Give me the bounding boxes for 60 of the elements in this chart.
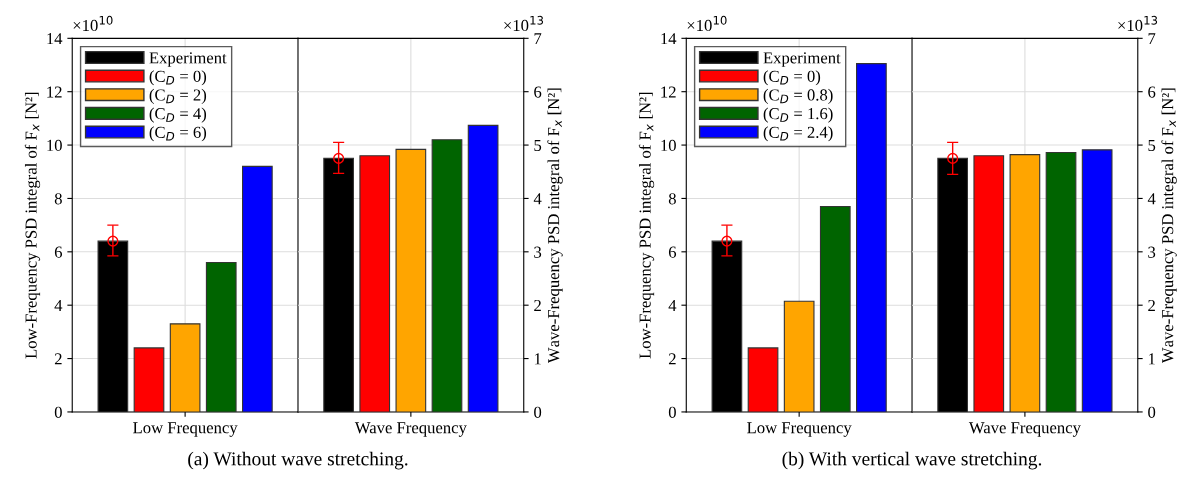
legend-label: (C$_{D}$ = 0.8) — [763, 88, 833, 104]
y-tick-label: 4 — [668, 300, 677, 311]
y-tick-label: 10 — [47, 139, 62, 152]
y2-tick-label: 6 — [534, 86, 542, 98]
y2-tick-label: 0 — [534, 406, 542, 418]
x-tick-label: Low Frequency — [747, 422, 852, 437]
y2-axis-title: Wave-Frequency PSD integral of F$_{x}$ [N²] — [1161, 88, 1177, 364]
y-tick-label: 0 — [54, 406, 62, 418]
x-tick-label: Wave Frequency — [968, 422, 1081, 437]
bar — [133, 347, 165, 412]
y2-tick-label: 1 — [1148, 353, 1155, 365]
y-tick-label: 14 — [661, 33, 677, 45]
legend-label: (C$_{D}$ = 2.4) — [763, 126, 833, 142]
y2-tick-label: 5 — [534, 139, 542, 152]
legend-label: (C$_{D}$ = 0) — [763, 70, 821, 86]
legend-label: Experiment — [763, 52, 841, 67]
text: ×10$^{13}$ — [1118, 15, 1158, 32]
x-axis-title: (a) Without wave stretching. — [188, 451, 408, 470]
y-tick-label: 10 — [661, 139, 676, 152]
x-tick-label: Low Frequency — [133, 422, 238, 437]
y-tick-label: 0 — [668, 406, 676, 418]
y-axis-title: Low-Frequency PSD integral of F$_{x}$ [N²] — [24, 92, 41, 359]
legend-label: (C$_{D}$ = 4) — [149, 107, 207, 123]
y2-tick-label: 3 — [534, 246, 542, 258]
y-tick-label: 6 — [54, 246, 63, 258]
text: ×10$^{10}$ — [73, 15, 113, 32]
y2-tick-label: 0 — [1148, 406, 1156, 418]
y2-tick-label: 2 — [534, 299, 541, 311]
legend-label: (C$_{D}$ = 1.6) — [763, 107, 833, 123]
y2-tick-label: 2 — [1148, 299, 1155, 311]
bar — [169, 323, 201, 412]
y-axis-title: Low-Frequency PSD integral of F$_{x}$ [N²] — [638, 92, 655, 359]
y-tick-label: 12 — [47, 86, 62, 98]
y-tick-label: 6 — [668, 246, 677, 258]
y2-tick-label: 6 — [1148, 86, 1156, 98]
legend-label: (C$_{D}$ = 0) — [149, 70, 207, 86]
y-tick-label: 2 — [54, 353, 62, 365]
y-tick-label: 14 — [47, 33, 63, 45]
y2-tick-label: 5 — [1148, 139, 1156, 152]
y2-axis-title: Wave-Frequency PSD integral of F$_{x}$ [N²] — [547, 88, 563, 364]
legend-label: (C$_{D}$ = 6) — [149, 126, 207, 142]
y2-tick-label: 7 — [1148, 33, 1156, 45]
y2-tick-label: 3 — [1148, 246, 1156, 258]
text: ×10$^{13}$ — [504, 15, 544, 32]
y-tick-label: 8 — [668, 193, 676, 205]
y2-tick-label: 7 — [534, 33, 542, 45]
y-tick-label: 2 — [668, 353, 676, 365]
y-tick-label: 8 — [54, 193, 62, 205]
bar — [205, 261, 237, 412]
legend-label: Experiment — [149, 52, 227, 67]
y2-tick-label: 4 — [1147, 193, 1156, 205]
x-axis-title: (b) With vertical wave stretching. — [782, 451, 1042, 470]
bar — [241, 165, 273, 412]
y2-tick-label: 1 — [534, 353, 541, 365]
y-tick-label: 4 — [54, 300, 63, 311]
y2-tick-label: 4 — [533, 193, 542, 205]
y-tick-label: 12 — [661, 86, 676, 98]
x-tick-label: Wave Frequency — [354, 422, 467, 437]
legend-label: (C$_{D}$ = 2) — [149, 88, 207, 104]
text: ×10$^{10}$ — [687, 15, 727, 32]
